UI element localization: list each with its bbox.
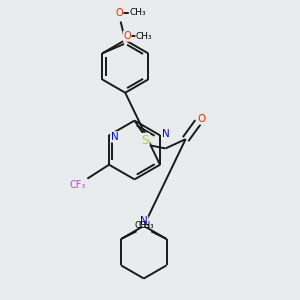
Text: O: O (123, 31, 131, 41)
Text: O: O (198, 114, 206, 124)
Text: CH₃: CH₃ (136, 32, 153, 41)
Text: N: N (111, 132, 119, 142)
Text: S: S (142, 134, 149, 147)
Text: CH₃: CH₃ (138, 221, 154, 230)
Text: CH₃: CH₃ (129, 8, 146, 17)
Text: N: N (140, 216, 148, 226)
Text: O: O (115, 8, 123, 18)
Text: CF₃: CF₃ (70, 180, 86, 190)
Text: N: N (162, 129, 170, 139)
Text: CH₃: CH₃ (134, 221, 150, 230)
